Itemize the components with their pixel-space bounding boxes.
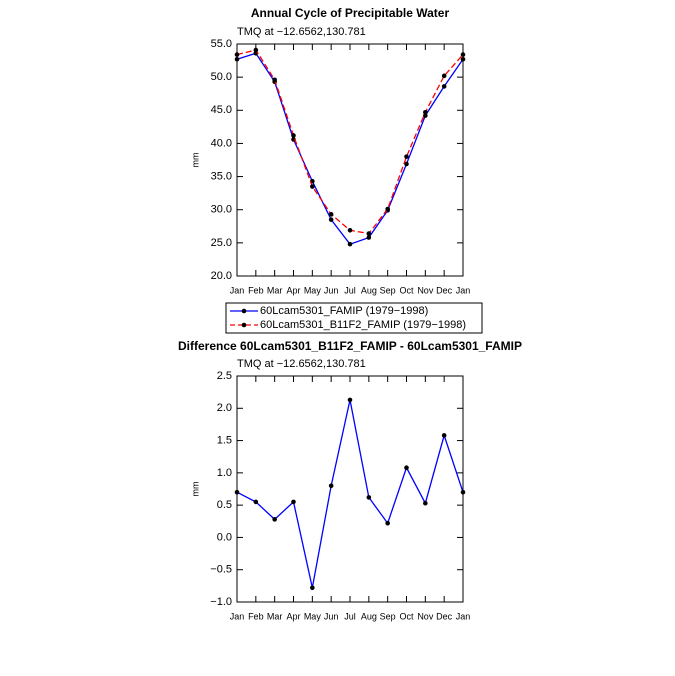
data-point: [423, 500, 428, 506]
x-tick-label: Aug: [361, 611, 377, 621]
data-point: [328, 212, 334, 217]
data-point: [234, 52, 240, 57]
y-tick-label: 50.0: [211, 71, 232, 83]
data-point: [291, 137, 296, 142]
data-point: [404, 465, 409, 470]
data-point: [253, 47, 259, 53]
data-point: [404, 161, 409, 167]
data-point: [441, 433, 447, 438]
y-tick-label: 20.0: [211, 270, 232, 282]
x-tick-label: Oct: [399, 285, 414, 295]
x-tick-label: Feb: [248, 611, 264, 621]
y-tick-label: 25.0: [211, 237, 232, 249]
data-point: [328, 483, 334, 489]
x-tick-label: Nov: [417, 285, 434, 295]
x-tick-label: Jan: [456, 285, 471, 295]
y-tick-label: 2.0: [217, 402, 232, 414]
chart-title: Difference 60Lcam5301_B11F2_FAMIP - 60Lc…: [178, 339, 522, 353]
legend-label: 60Lcam5301_FAMIP (1979−1998): [260, 305, 428, 317]
series-line: [236, 399, 464, 588]
x-tick-label: Oct: [399, 611, 414, 621]
data-point: [347, 227, 353, 233]
y-tick-label: 45.0: [211, 104, 232, 116]
legend-box: [225, 302, 483, 334]
data-point: [272, 517, 277, 522]
y-tick-label: −1.0: [210, 596, 232, 608]
x-tick-label: Jun: [324, 285, 339, 295]
x-tick-label: May: [304, 611, 322, 621]
legend-marker: [241, 322, 247, 328]
data-point: [441, 84, 447, 89]
x-tick-label: Jul: [344, 285, 356, 295]
data-point: [291, 133, 296, 138]
y-tick-label: 0.0: [217, 531, 232, 543]
y-tick-label: 0.5: [217, 499, 232, 511]
data-point: [310, 585, 315, 591]
x-tick-label: Sep: [380, 285, 396, 295]
y-tick-label: −0.5: [210, 564, 232, 576]
y-tick-label: 1.5: [217, 434, 232, 446]
legend-label: 60Lcam5301_B11F2_FAMIP (1979−1998): [260, 319, 466, 331]
y-tick-label: 30.0: [211, 204, 232, 216]
chart-subtitle: TMQ at −12.6562,130.781: [237, 358, 366, 370]
x-tick-label: Dec: [436, 611, 453, 621]
data-point: [366, 235, 372, 240]
data-point: [385, 206, 390, 212]
data-point: [366, 495, 372, 500]
data-point: [441, 73, 447, 79]
data-point: [291, 499, 296, 505]
y-tick-label: 55.0: [211, 38, 232, 50]
x-tick-label: Sep: [380, 611, 396, 621]
chart-subtitle: TMQ at −12.6562,130.781: [237, 26, 366, 38]
x-tick-label: Mar: [267, 611, 283, 621]
data-point: [460, 52, 466, 57]
x-tick-label: Jun: [324, 611, 339, 621]
x-tick-label: Aug: [361, 285, 377, 295]
data-point: [272, 77, 277, 83]
x-tick-label: Apr: [286, 611, 300, 621]
legend-marker: [241, 308, 247, 314]
x-tick-label: Nov: [417, 611, 434, 621]
series-line: [236, 52, 464, 245]
y-axis-label: mm: [190, 482, 200, 497]
data-point: [460, 489, 466, 495]
data-point: [310, 184, 315, 189]
data-point: [234, 489, 240, 495]
y-tick-label: 1.0: [217, 467, 232, 479]
data-point: [423, 113, 428, 118]
x-tick-label: May: [304, 285, 322, 295]
data-point: [366, 231, 372, 236]
series-line: [236, 49, 464, 235]
x-tick-label: Dec: [436, 285, 453, 295]
x-tick-label: Jul: [344, 611, 356, 621]
x-tick-label: Jan: [456, 611, 471, 621]
chart-title: Annual Cycle of Precipitable Water: [251, 6, 450, 20]
x-tick-label: Mar: [267, 285, 283, 295]
x-tick-label: Apr: [286, 285, 300, 295]
data-point: [460, 56, 466, 62]
data-point: [404, 154, 409, 159]
data-point: [253, 499, 259, 505]
y-tick-label: 2.5: [217, 370, 232, 382]
data-point: [234, 56, 240, 62]
y-tick-label: 35.0: [211, 170, 232, 182]
data-point: [347, 241, 353, 247]
data-point: [385, 520, 390, 526]
x-tick-label: Jan: [230, 611, 245, 621]
data-point: [423, 109, 428, 115]
x-tick-label: Feb: [248, 285, 264, 295]
x-tick-label: Jan: [230, 285, 245, 295]
plot-frame: [236, 43, 464, 277]
y-tick-label: 40.0: [211, 137, 232, 149]
data-point: [328, 217, 334, 222]
data-point: [347, 397, 353, 403]
y-axis-label: mm: [190, 153, 200, 168]
